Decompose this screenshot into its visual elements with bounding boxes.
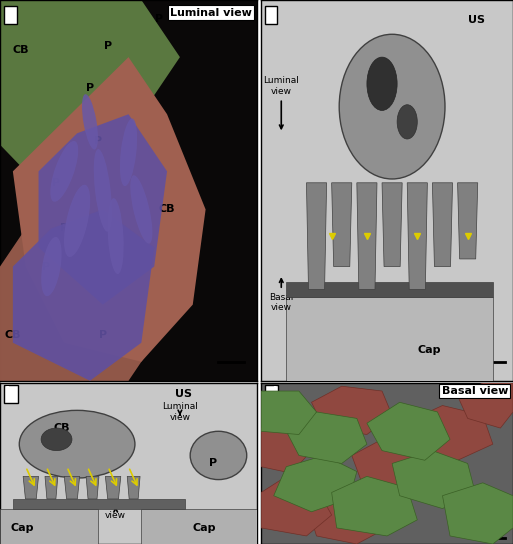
- Ellipse shape: [19, 410, 135, 478]
- Text: P: P: [104, 41, 112, 51]
- Text: Luminal
view: Luminal view: [263, 76, 299, 128]
- Polygon shape: [261, 391, 317, 435]
- Text: a: a: [5, 8, 15, 23]
- Text: P: P: [383, 64, 391, 73]
- Text: CB: CB: [12, 45, 29, 54]
- Ellipse shape: [120, 119, 137, 186]
- Polygon shape: [443, 483, 513, 544]
- Polygon shape: [45, 477, 58, 499]
- Polygon shape: [261, 480, 331, 536]
- Polygon shape: [458, 383, 513, 428]
- Ellipse shape: [94, 149, 112, 232]
- Polygon shape: [105, 477, 121, 499]
- Polygon shape: [64, 477, 80, 499]
- Ellipse shape: [397, 105, 417, 139]
- Polygon shape: [274, 455, 357, 512]
- Polygon shape: [13, 57, 206, 362]
- Text: P: P: [60, 224, 68, 233]
- Text: Cap: Cap: [417, 345, 441, 355]
- Text: P: P: [86, 83, 94, 92]
- Polygon shape: [0, 133, 180, 381]
- Polygon shape: [407, 405, 493, 460]
- Text: Luminal view: Luminal view: [170, 8, 252, 17]
- Text: P: P: [209, 459, 218, 468]
- Text: c: c: [266, 8, 275, 23]
- Ellipse shape: [190, 431, 247, 480]
- Text: Luminal
view: Luminal view: [162, 403, 198, 422]
- Text: Basal
view: Basal view: [104, 500, 128, 520]
- Polygon shape: [382, 183, 402, 267]
- Text: Basal view: Basal view: [442, 386, 508, 396]
- Polygon shape: [286, 297, 493, 381]
- Polygon shape: [0, 509, 97, 544]
- Text: CB: CB: [159, 205, 175, 214]
- Polygon shape: [38, 114, 167, 305]
- Ellipse shape: [50, 141, 78, 202]
- Text: US: US: [468, 15, 485, 25]
- Ellipse shape: [108, 198, 124, 274]
- Text: Cap: Cap: [10, 523, 34, 533]
- Ellipse shape: [41, 428, 72, 450]
- Text: US: US: [175, 390, 192, 399]
- Polygon shape: [357, 183, 377, 289]
- Polygon shape: [458, 183, 478, 259]
- Ellipse shape: [339, 34, 445, 179]
- Ellipse shape: [64, 185, 90, 257]
- Text: CB: CB: [5, 330, 21, 340]
- Text: P: P: [42, 262, 50, 271]
- Text: P: P: [52, 178, 61, 188]
- Polygon shape: [352, 440, 432, 492]
- Polygon shape: [407, 183, 427, 289]
- Polygon shape: [13, 209, 154, 381]
- Polygon shape: [331, 477, 417, 536]
- Text: P: P: [93, 136, 102, 146]
- Polygon shape: [367, 403, 450, 460]
- Polygon shape: [0, 0, 180, 190]
- Polygon shape: [311, 386, 392, 435]
- Polygon shape: [331, 183, 352, 267]
- Polygon shape: [13, 499, 185, 509]
- Ellipse shape: [130, 175, 152, 244]
- Polygon shape: [306, 487, 387, 544]
- Text: b: b: [5, 386, 16, 401]
- Text: d: d: [266, 386, 277, 401]
- Ellipse shape: [41, 237, 62, 296]
- Polygon shape: [142, 509, 257, 544]
- Text: P: P: [155, 14, 164, 24]
- Polygon shape: [306, 183, 327, 289]
- Polygon shape: [23, 477, 38, 499]
- Text: Cap: Cap: [193, 523, 216, 533]
- Polygon shape: [286, 412, 367, 463]
- Ellipse shape: [82, 94, 98, 150]
- Polygon shape: [261, 428, 311, 473]
- Polygon shape: [392, 450, 475, 509]
- Text: P: P: [98, 330, 107, 340]
- Polygon shape: [286, 282, 493, 297]
- Polygon shape: [432, 183, 452, 267]
- Polygon shape: [86, 477, 99, 499]
- Text: Basal
view: Basal view: [269, 279, 293, 312]
- Text: CB: CB: [53, 423, 70, 433]
- Ellipse shape: [367, 57, 397, 110]
- Polygon shape: [127, 477, 140, 499]
